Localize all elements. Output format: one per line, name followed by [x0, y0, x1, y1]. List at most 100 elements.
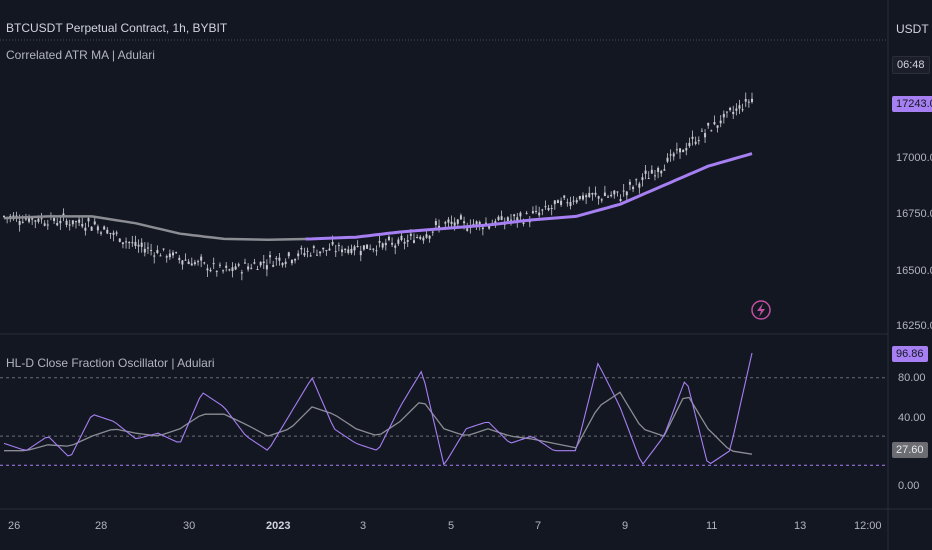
candle-body [344, 248, 347, 250]
candle-body [400, 235, 403, 241]
price-candles [3, 92, 753, 281]
indicator-osc-label[interactable]: HL-D Close Fraction Oscillator | Adulari [6, 356, 215, 370]
candle-body [103, 226, 106, 230]
candle-body [694, 141, 697, 144]
candle-body [675, 149, 678, 151]
indicator-main-label[interactable]: Correlated ATR MA | Adulari [6, 48, 155, 62]
candle-body [74, 221, 77, 223]
candle-body [453, 222, 456, 226]
osc-level-lines [0, 377, 888, 466]
ma-line-grey [3, 215, 313, 241]
candle-body [669, 154, 672, 156]
candle-body [115, 232, 118, 234]
candle-body [243, 262, 246, 264]
candle-body [438, 225, 441, 229]
candle-body [162, 248, 165, 250]
candle-body [538, 212, 541, 216]
candle-body [513, 214, 516, 217]
candle-body [444, 222, 447, 224]
osc-tick: 40.00 [898, 412, 926, 424]
candle-body [713, 122, 716, 125]
candle-body [40, 218, 43, 220]
candle-body [738, 105, 741, 109]
candle-body [237, 264, 240, 266]
candle-body [560, 200, 563, 205]
candle-body [78, 219, 81, 223]
candle-body [741, 109, 744, 111]
lightning-icon[interactable] [751, 300, 771, 320]
candle-body [484, 222, 487, 224]
candle-body [588, 192, 591, 198]
candle-body [647, 178, 650, 180]
candle-body [535, 210, 538, 212]
candle-body [247, 266, 250, 270]
candle-body [544, 206, 547, 208]
candle-body [428, 235, 431, 239]
osc-value-tag: 96.86 [892, 346, 928, 362]
candle-body [290, 260, 293, 264]
candle-body [722, 113, 725, 118]
candle-body [84, 227, 87, 231]
candle-body [653, 175, 656, 177]
symbol-title[interactable]: BTCUSDT Perpetual Contract, 1h, BYBIT [6, 21, 228, 35]
candle-body [394, 245, 397, 248]
candle-body [350, 248, 353, 254]
ma-line-purple [305, 152, 753, 241]
candle-body [294, 259, 297, 261]
candle-body [253, 262, 256, 264]
candle-body [510, 219, 513, 221]
candle-body [519, 212, 522, 217]
candle-body [225, 265, 228, 268]
candle-body [610, 194, 613, 197]
candle-body [275, 258, 278, 260]
candle-body [719, 120, 722, 124]
candle-body [747, 101, 750, 103]
candle-body [563, 195, 566, 198]
candle-body [53, 218, 56, 221]
candle-body [353, 246, 356, 251]
candle-body [81, 223, 84, 227]
time-label: 7 [535, 520, 542, 532]
candle-body [212, 263, 215, 265]
time-label: 5 [448, 520, 455, 532]
candle-body [525, 212, 528, 214]
candle-body [331, 241, 334, 245]
candle-body [575, 200, 578, 203]
candle-body [497, 216, 500, 221]
candle-body [697, 140, 700, 142]
candle-body [666, 157, 669, 162]
candle-body [46, 224, 49, 226]
candle-body [231, 267, 234, 272]
candle-body [43, 223, 46, 226]
candle-body [594, 192, 597, 195]
candle-body [628, 181, 631, 185]
candle-body [556, 200, 559, 204]
candle-body [68, 224, 71, 226]
candle-body [463, 221, 466, 224]
price-tick: 16500.0 [896, 265, 932, 277]
candle-body [347, 249, 350, 253]
candle-body [269, 255, 272, 258]
candle-body [403, 241, 406, 244]
currency-label[interactable]: USDT [896, 22, 929, 36]
candle-body [337, 245, 340, 247]
ma-value-tag: 17243.0 [892, 96, 932, 112]
candle-body [685, 148, 688, 151]
candle-body [369, 248, 372, 250]
time-label: 26 [8, 520, 21, 532]
candle-body [672, 153, 675, 157]
candle-body [406, 240, 409, 242]
candle-body [409, 233, 412, 236]
candle-body [134, 241, 137, 246]
candle-body [143, 248, 146, 253]
candle-body [150, 249, 153, 251]
candle-body [203, 262, 206, 264]
candle-body [190, 263, 193, 266]
candle-body [62, 213, 65, 217]
candle-body [181, 260, 184, 265]
candle-body [197, 261, 200, 263]
candle-body [416, 236, 419, 238]
candle-body [635, 179, 638, 181]
price-tick: 16250.0 [896, 320, 932, 332]
